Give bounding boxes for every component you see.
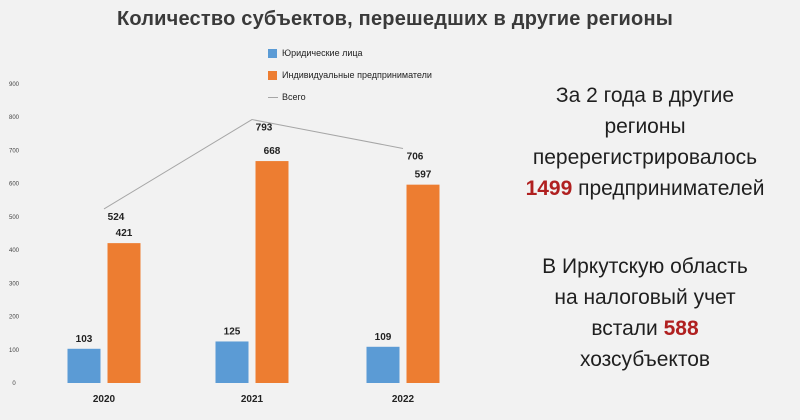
total-data-label: 793: [256, 123, 273, 134]
bar-entrepreneurs-2020: [107, 243, 141, 383]
legend-item-total: Всего: [268, 86, 432, 108]
x-tick-label: 2020: [93, 394, 116, 405]
total-line: [103, 119, 404, 210]
summary2-line4: хозсубъектов: [579, 348, 711, 371]
y-tick-label: 400: [9, 248, 20, 254]
legend-item-series1: Юридические лица: [268, 42, 432, 64]
bar-legal-2020: [67, 348, 101, 383]
summary1-line2: регионы: [604, 115, 686, 138]
y-tick-label: 0: [12, 381, 16, 387]
legend-label-series1: Юридические лица: [282, 48, 363, 58]
bar-legal-2022: [366, 346, 400, 383]
summary1-number: 1499: [525, 177, 573, 200]
y-tick-label: 500: [9, 215, 20, 221]
legend-label-total: Всего: [282, 92, 306, 102]
summary-block-irkutsk: В Иркутскую область на налоговый учет вс…: [500, 251, 790, 375]
summary1-line1: За 2 года в другие: [555, 84, 735, 107]
legend-swatch-series1: [268, 48, 277, 58]
legend: Юридические лица Индивидуальные предприн…: [268, 42, 432, 108]
bar-data-label: 125: [224, 326, 241, 337]
y-tick-label: 200: [9, 315, 20, 321]
summary2-line3: встали 588: [500, 313, 790, 344]
summary1-after: предпринимателей: [572, 177, 765, 200]
y-tick-label: 700: [9, 148, 20, 154]
chart-title: Количество субъектов, перешедших в други…: [116, 8, 674, 30]
bar-data-label: 421: [116, 228, 133, 239]
legend-swatch-series2: [268, 70, 277, 80]
chart-area: 0 100 200 300 400 500 600 700 800 900 103 125 109 421…: [9, 82, 440, 405]
bar-data-label: 668: [264, 146, 281, 157]
legend-swatch-total: [268, 96, 278, 98]
legend-label-series2: Индивидуальные предприниматели: [282, 70, 432, 80]
summary1-line3: перерегистрировалось: [532, 146, 758, 169]
y-tick-label: 800: [9, 115, 20, 121]
bar-data-label: 597: [415, 170, 432, 181]
bar-legal-2021: [215, 341, 249, 383]
summary2-before: встали: [591, 317, 664, 340]
summary2-line1: В Иркутскую область: [542, 255, 748, 278]
y-tick-label: 100: [9, 348, 20, 354]
bar-data-label: 103: [76, 334, 93, 345]
summary2-number: 588: [663, 317, 699, 340]
x-tick-label: 2022: [392, 394, 415, 405]
bar-data-label: 109: [375, 332, 392, 343]
bar-entrepreneurs-2022: [406, 184, 440, 383]
bar-entrepreneurs-2021: [255, 161, 289, 383]
y-tick-label: 300: [9, 281, 20, 287]
summary2-line2: на налоговый учет: [554, 286, 736, 309]
total-data-label: 706: [407, 151, 424, 162]
summary-block-relocated: За 2 года в другие регионы перерегистрир…: [500, 80, 790, 204]
y-tick-label: 600: [9, 182, 20, 188]
summary1-line4: 1499 предпринимателей: [500, 173, 790, 204]
total-data-label: 524: [108, 212, 125, 223]
y-tick-label: 900: [9, 82, 20, 88]
legend-item-series2: Индивидуальные предприниматели: [268, 64, 432, 86]
x-tick-label: 2021: [241, 394, 264, 405]
